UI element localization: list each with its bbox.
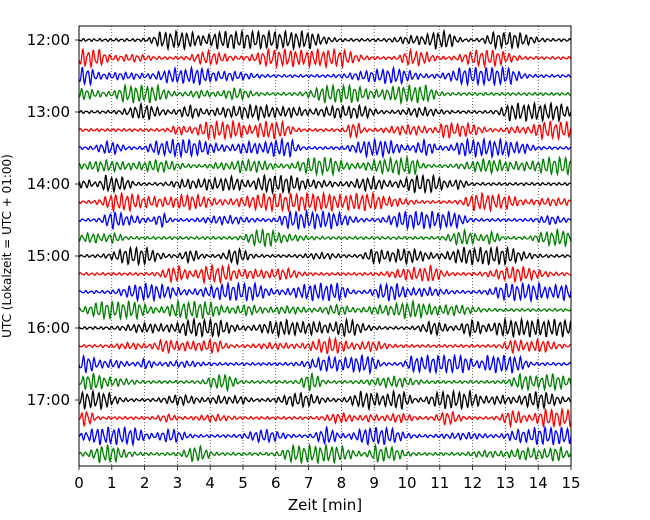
y-tick-label: 12:00 (27, 31, 70, 49)
trace-line (78, 245, 572, 267)
x-tick-label: 1 (107, 474, 117, 492)
trace-line (78, 263, 572, 286)
y-tick-label: 13:00 (27, 103, 70, 121)
grid-lines (111, 26, 539, 466)
x-tick-label: 10 (397, 474, 416, 492)
trace-line (78, 173, 572, 196)
y-tick-label: 17:00 (27, 391, 70, 409)
x-tick-label: 0 (74, 474, 84, 492)
trace-line (78, 353, 572, 376)
trace-line (78, 371, 572, 393)
x-tick-label: 6 (271, 474, 281, 492)
trace-line (78, 100, 572, 124)
x-axis: 0 1 2 3 4 5 6 7 8 9 10 11 12 13 14 15 (74, 466, 581, 492)
seismic-traces (78, 28, 572, 465)
x-tick-label: 14 (529, 474, 548, 492)
x-tick-label: 15 (561, 474, 580, 492)
x-tick-label: 4 (205, 474, 215, 492)
x-axis-label: Zeit [min] (288, 496, 362, 514)
y-axis: 12:00 13:00 14:00 15:00 16:00 17:00 (27, 31, 79, 409)
y-tick-label: 16:00 (27, 319, 70, 337)
trace-line (78, 442, 572, 465)
trace-line (78, 136, 572, 160)
y-axis-label: UTC (Lokalzeit = UTC + 01:00) (0, 154, 14, 338)
x-tick-label: 13 (496, 474, 515, 492)
trace-line (78, 154, 572, 178)
x-tick-label: 12 (463, 474, 482, 492)
trace-line (78, 227, 572, 249)
trace-line (78, 316, 572, 339)
trace-line (78, 119, 572, 142)
y-tick-label: 14:00 (27, 175, 70, 193)
trace-line (78, 425, 572, 448)
x-tick-label: 9 (369, 474, 379, 492)
plot-frame (78, 25, 572, 467)
trace-line (78, 82, 572, 106)
x-tick-label: 5 (238, 474, 248, 492)
x-tick-label: 2 (140, 474, 150, 492)
x-tick-label: 11 (430, 474, 449, 492)
trace-line (78, 298, 572, 322)
x-tick-label: 3 (173, 474, 183, 492)
trace-line (78, 65, 572, 88)
x-tick-label: 8 (337, 474, 347, 492)
trace-line (78, 208, 572, 231)
trace-line (78, 388, 572, 412)
trace-line (78, 47, 572, 70)
x-tick-label: 7 (304, 474, 314, 492)
trace-line (78, 190, 572, 214)
trace-line (78, 280, 572, 304)
trace-line (78, 28, 572, 52)
trace-line (78, 407, 572, 429)
trace-line (78, 335, 572, 355)
y-tick-label: 15:00 (27, 247, 70, 265)
